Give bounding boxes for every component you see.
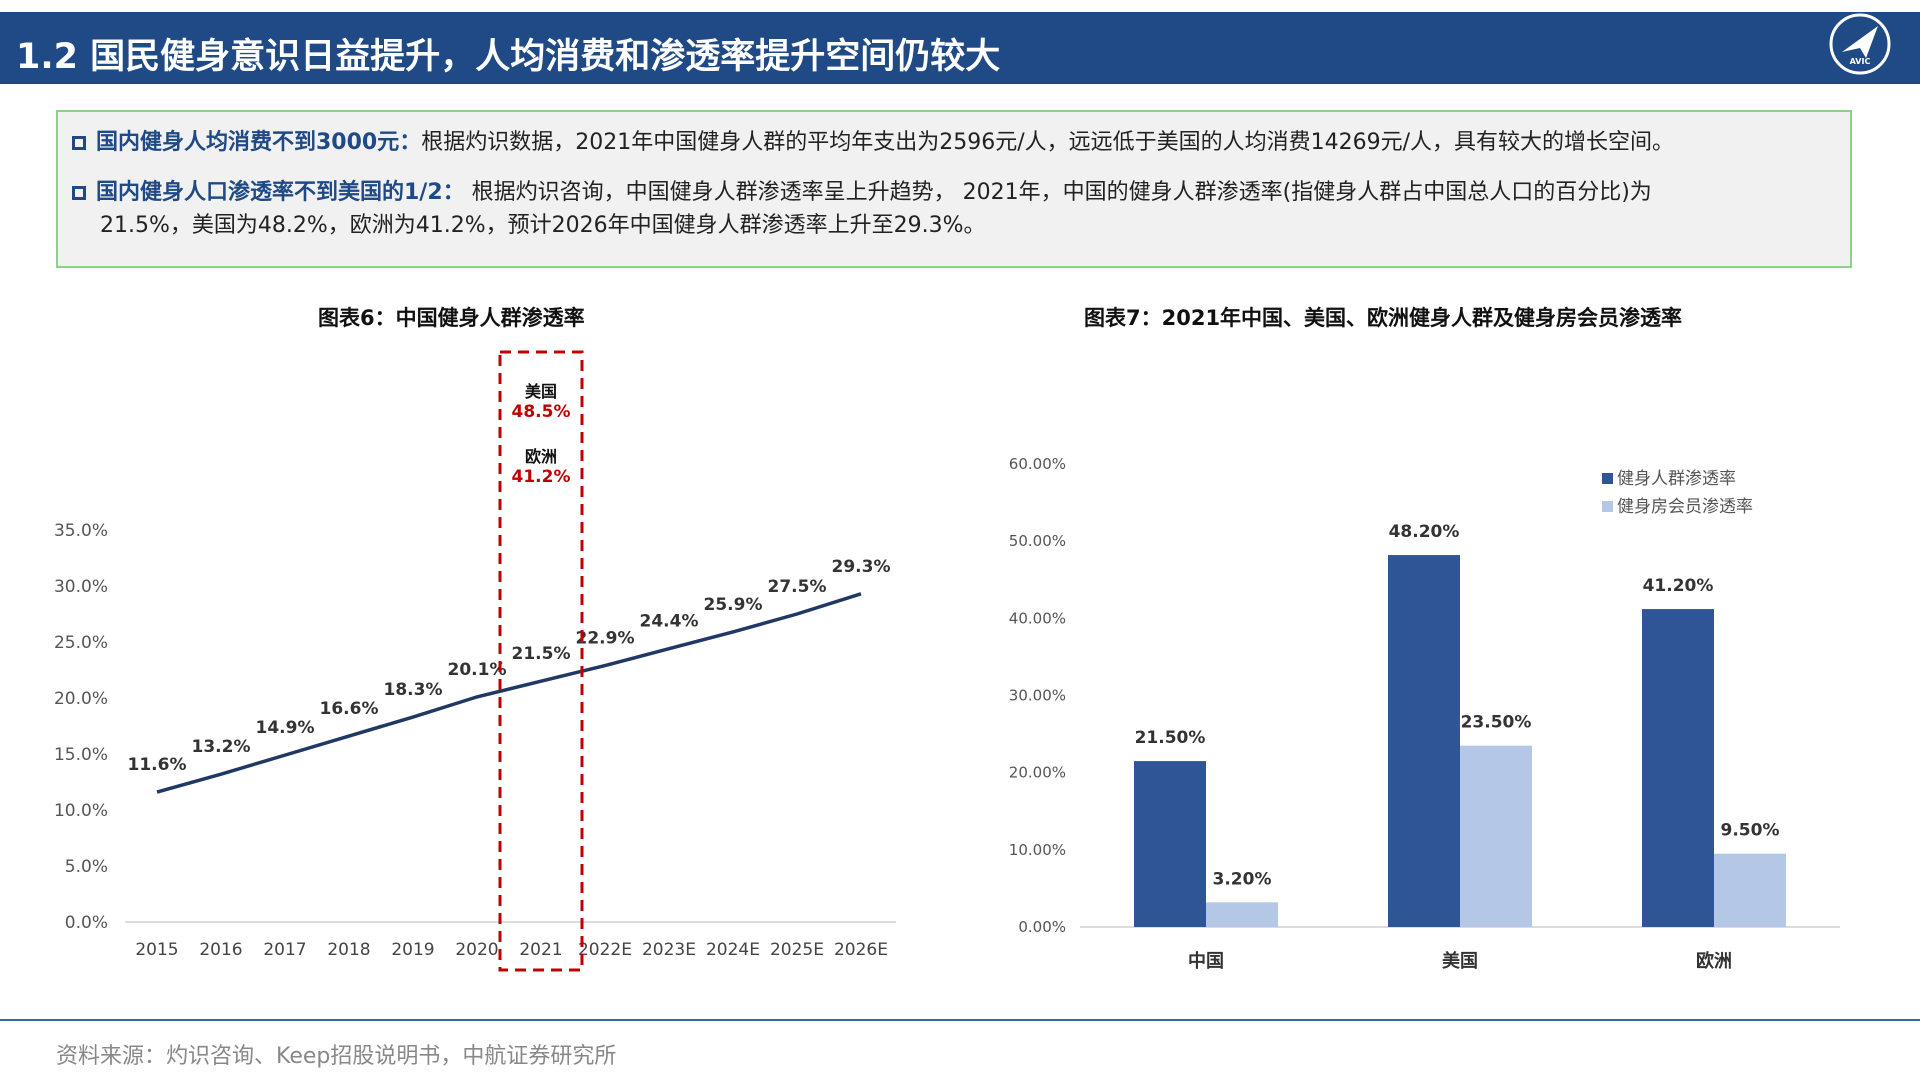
y-tick-label: 0.0% [65,913,108,933]
y-tick-label: 30.00% [1009,687,1066,705]
bar [1206,902,1278,927]
y-tick-label: 30.0% [54,577,108,597]
bar-chart-title: 图表7：2021年中国、美国、欧洲健身人群及健身房会员渗透率 [1084,306,1683,330]
x-tick-label: 欧洲 [1696,950,1732,972]
legend-label: 健身人群渗透率 [1617,469,1736,489]
bar [1642,609,1714,927]
source-note: 资料来源：灼识咨询、Keep招股说明书，中航证券研究所 [56,1044,617,1069]
y-tick-label: 20.00% [1009,764,1066,782]
x-tick-label: 2019 [391,940,434,960]
summary-item: 国内健身人口渗透率不到美国的1/2： 根据灼识咨询，中国健身人群渗透率呈上升趋势… [72,176,1832,242]
x-tick-label: 2025E [770,940,824,960]
y-tick-label: 10.0% [54,801,108,821]
checkbox-square-icon [72,186,86,200]
summary-item: 国内健身人均消费不到3000元：根据灼识数据，2021年中国健身人群的平均年支出… [72,126,1674,159]
data-label: 23.50% [1461,713,1532,733]
summary-text: 根据灼识数据，2021年中国健身人群的平均年支出为2596元/人，远远低于美国的… [421,130,1675,155]
summary-heading: 国内健身人均消费不到3000元： [96,130,422,155]
annotation-region-value: 48.5% [512,402,571,422]
x-tick-label: 2023E [642,940,696,960]
data-label: 24.4% [640,612,699,632]
x-tick-label: 2018 [327,940,370,960]
y-tick-label: 25.0% [54,633,108,653]
highlight-box-2021 [498,350,584,972]
bar [1460,745,1532,927]
data-label: 21.50% [1135,728,1206,748]
logo-text: AVIC [1850,57,1871,66]
summary-heading: 国内健身人口渗透率不到美国的1/2： [96,180,465,205]
summary-text: 根据灼识咨询，中国健身人群渗透率呈上升趋势， 2021年，中国的健身人群渗透率(… [464,180,1652,205]
data-label: 48.20% [1389,522,1460,542]
y-tick-label: 0.00% [1018,918,1066,936]
checkbox-square-icon [72,136,86,150]
y-tick-label: 60.00% [1009,455,1066,473]
summary-box: 国内健身人均消费不到3000元：根据灼识数据，2021年中国健身人群的平均年支出… [56,110,1852,268]
data-label: 13.2% [192,737,251,757]
y-tick-label: 40.00% [1009,609,1066,627]
footer-divider [0,1019,1920,1021]
data-label: 21.5% [512,644,571,664]
data-label: 11.6% [128,755,187,775]
data-label: 14.9% [256,718,315,738]
annotation-region-name: 欧洲 [525,447,557,466]
y-tick-label: 20.0% [54,689,108,709]
x-tick-label: 2020 [455,940,498,960]
data-label: 22.9% [576,629,635,649]
data-label: 18.3% [384,680,443,700]
x-tick-label: 2015 [135,940,178,960]
legend-swatch [1602,501,1613,512]
header-bar: 1.2 国民健身意识日益提升，人均消费和渗透率提升空间仍较大 AVIC [0,12,1920,84]
data-label: 9.50% [1721,821,1780,841]
legend-swatch [1602,473,1613,484]
y-tick-label: 15.0% [54,745,108,765]
x-tick-label: 2016 [199,940,242,960]
x-tick-label: 2021 [519,940,562,960]
y-tick-label: 50.00% [1009,532,1066,550]
x-tick-label: 2024E [706,940,760,960]
legend-label: 健身房会员渗透率 [1617,497,1753,517]
data-label: 27.5% [768,577,827,597]
data-label: 29.3% [832,557,891,577]
summary-text-continued: 21.5%，美国为48.2%，欧洲为41.2%，预计2026年中国健身人群渗透率… [100,213,986,238]
data-label: 41.20% [1643,576,1714,596]
x-tick-label: 2017 [263,940,306,960]
x-tick-label: 2026E [834,940,888,960]
y-tick-label: 35.0% [54,521,108,541]
data-label: 3.20% [1213,869,1272,889]
y-tick-label: 5.0% [65,857,108,877]
data-label: 25.9% [704,595,763,615]
y-tick-label: 10.00% [1009,841,1066,859]
bar [1388,555,1460,927]
data-label: 16.6% [320,699,379,719]
annotation-region-name: 美国 [525,382,557,401]
bar [1714,853,1786,927]
x-tick-label: 美国 [1442,950,1478,972]
bar [1134,761,1206,927]
x-tick-label: 2022E [578,940,632,960]
data-label: 20.1% [448,660,507,680]
line-chart-title: 图表6：中国健身人群渗透率 [318,306,585,330]
x-tick-label: 中国 [1188,950,1224,972]
line-series-penetration [156,592,862,794]
avic-logo-icon: AVIC [1829,13,1891,75]
page-title: 1.2 国民健身意识日益提升，人均消费和渗透率提升空间仍较大 [16,37,1001,77]
annotation-region-value: 41.2% [512,467,571,487]
